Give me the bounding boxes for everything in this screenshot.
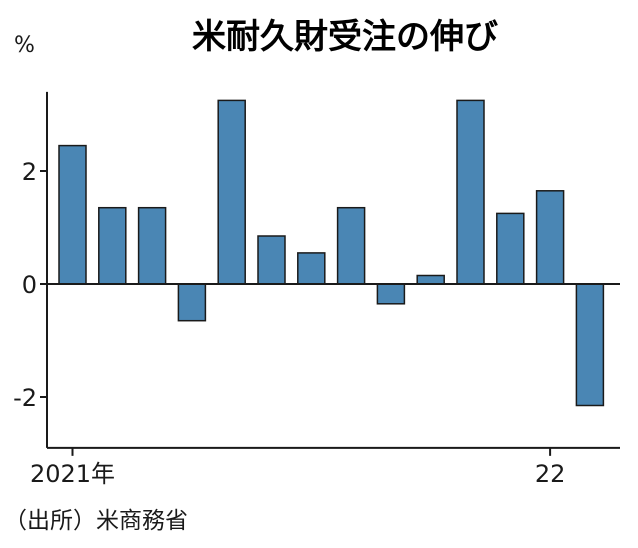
bar-5 [217, 99, 246, 285]
chart-title: 米耐久財受注の伸び [192, 17, 498, 57]
x-tick-label: 2021年 [30, 460, 115, 488]
y-tick-label: 0 [22, 271, 37, 299]
bar-8 [336, 206, 366, 285]
bar-1 [58, 144, 87, 285]
bar-2 [98, 206, 127, 285]
bar-6 [257, 235, 286, 285]
x-tick-label: 22 [535, 460, 566, 488]
bar-10 [416, 274, 445, 285]
bar-4 [177, 283, 207, 322]
bar-3 [137, 206, 167, 285]
bar-14 [575, 283, 605, 407]
bars [58, 99, 605, 407]
bar-12 [496, 212, 525, 285]
source-note: （出所）米商務省 [4, 508, 188, 534]
bar-7 [297, 252, 326, 285]
bar-11 [456, 99, 485, 285]
bar-13 [535, 190, 565, 285]
bar-9 [376, 283, 406, 305]
y-tick-label: 2 [22, 158, 37, 186]
y-ticks: 2 0 -2 [13, 158, 47, 412]
x-ticks: 2021年 22 [30, 447, 566, 488]
y-unit-label: % [14, 33, 35, 58]
y-tick-label: -2 [13, 384, 37, 412]
